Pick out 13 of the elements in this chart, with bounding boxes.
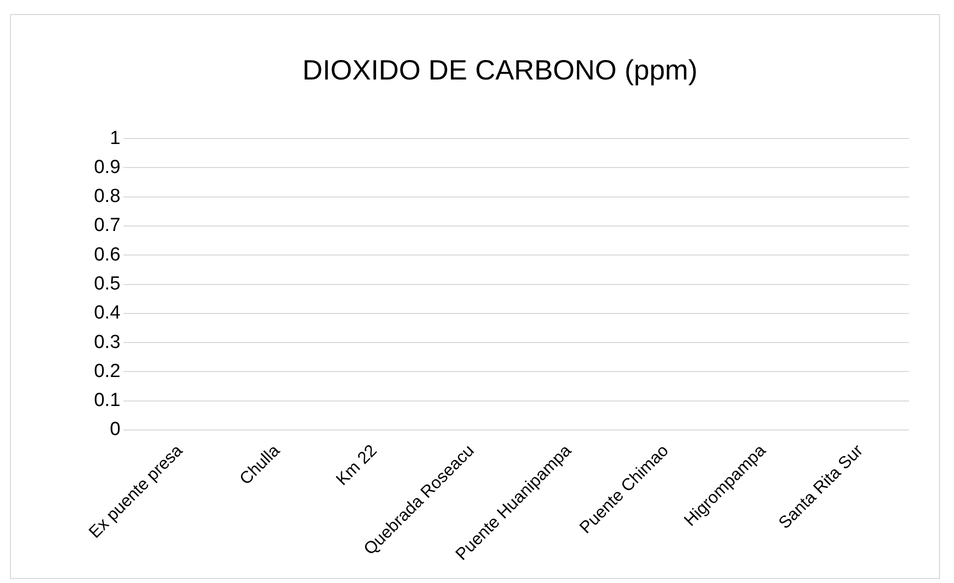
y-tick-label: 0.7	[94, 215, 120, 236]
y-tick-label: 0.5	[94, 274, 120, 295]
y-tick-label: 0.3	[94, 332, 120, 353]
y-tick-label: 0.8	[94, 186, 120, 208]
y-tick-label: 0	[110, 419, 120, 440]
chart-title: DIOXIDO DE CARBONO (ppm)	[302, 54, 698, 86]
y-tick-label: 1	[110, 128, 120, 149]
y-tick-label: 0.6	[94, 244, 120, 266]
y-tick-label: 0.4	[94, 302, 121, 324]
y-tick-label: 0.1	[94, 390, 120, 412]
y-tick-label: 0.9	[94, 156, 120, 178]
y-tick-label: 0.2	[94, 360, 120, 382]
x-tick-label: Km 22	[332, 440, 381, 490]
